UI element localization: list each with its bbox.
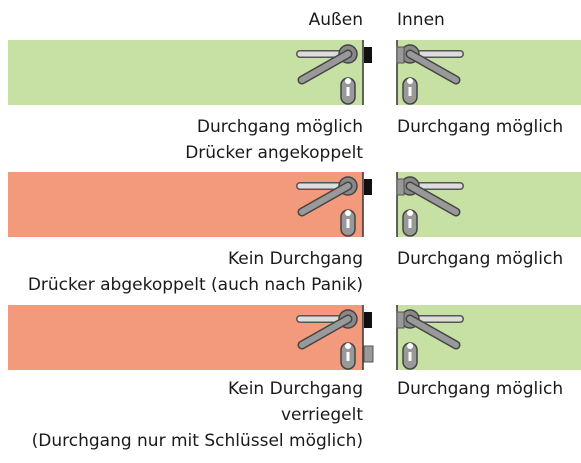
- inside-label: Durchgang möglich: [397, 379, 563, 399]
- strike: [396, 311, 405, 329]
- outside-label: Kein Durchgang: [228, 379, 363, 399]
- outside-label: Durchgang möglich: [197, 117, 363, 137]
- latch: [364, 312, 372, 328]
- outside-header: Außen: [309, 10, 363, 30]
- latch: [364, 179, 372, 195]
- outside-label: Drücker abgekoppelt (auch nach Panik): [28, 275, 363, 295]
- inside-header: Innen: [397, 10, 445, 30]
- outside-label: (Durchgang nur mit Schlüssel möglich): [32, 431, 363, 451]
- outside-label: verriegelt: [281, 405, 363, 425]
- inside-panel: [397, 305, 581, 370]
- inside-label: Durchgang möglich: [397, 249, 563, 269]
- strike: [396, 46, 405, 64]
- strike: [396, 178, 405, 196]
- latch: [364, 47, 372, 63]
- outside-label: Kein Durchgang: [228, 249, 363, 269]
- inside-panel: [397, 172, 581, 237]
- inside-label: Durchgang möglich: [397, 117, 563, 137]
- inside-panel: [397, 40, 581, 105]
- bolt: [363, 345, 374, 363]
- outside-label: Drücker angekoppelt: [185, 143, 363, 163]
